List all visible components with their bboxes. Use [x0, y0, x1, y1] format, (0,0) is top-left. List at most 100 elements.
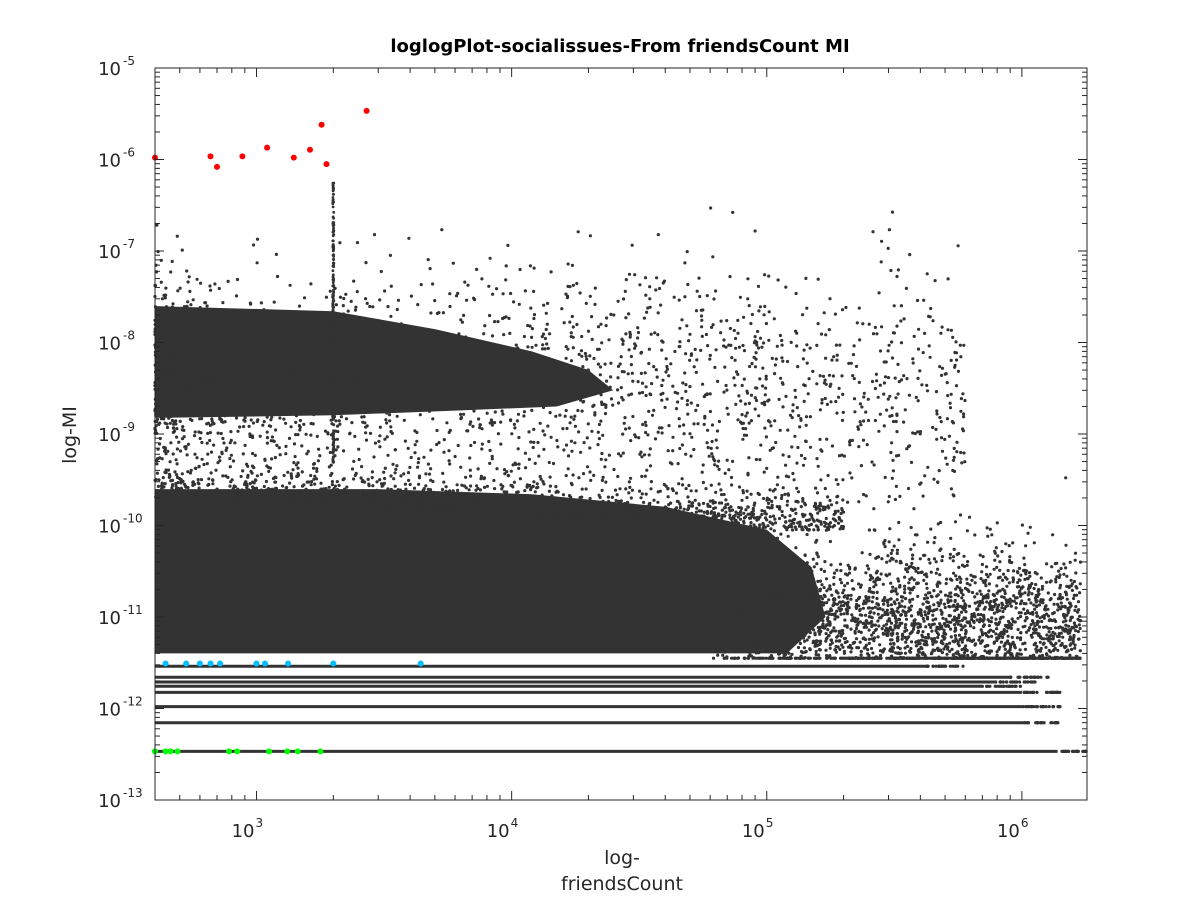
data-point	[593, 302, 597, 306]
data-point	[441, 311, 445, 315]
data-point	[482, 332, 486, 336]
data-point	[419, 283, 423, 287]
data-point	[805, 638, 809, 642]
data-point	[978, 553, 982, 557]
data-point	[779, 376, 783, 380]
data-point	[839, 612, 843, 616]
data-point	[749, 620, 753, 624]
data-point	[719, 331, 723, 335]
data-point	[870, 633, 874, 637]
data-point	[175, 435, 179, 439]
data-point	[196, 334, 200, 339]
data-point	[779, 532, 783, 536]
data-point	[1008, 626, 1012, 630]
data-point	[847, 361, 851, 365]
data-point	[536, 440, 540, 445]
data-point	[163, 371, 167, 375]
data-point	[570, 263, 575, 267]
data-point	[179, 335, 183, 339]
data-point	[849, 650, 853, 654]
data-point	[711, 255, 715, 259]
data-point	[337, 336, 341, 340]
data-point	[452, 360, 456, 364]
data-point	[961, 392, 965, 396]
data-point	[511, 300, 516, 304]
data-point	[715, 446, 719, 450]
data-point	[447, 334, 452, 338]
data-point	[384, 359, 388, 363]
data-point	[858, 420, 862, 424]
data-point	[226, 357, 231, 362]
data-point	[844, 607, 848, 612]
data-point	[427, 409, 432, 413]
data-point	[986, 534, 990, 538]
data-point	[344, 417, 349, 421]
data-point	[346, 380, 350, 384]
data-point	[358, 334, 362, 338]
data-point	[814, 652, 818, 657]
data-point	[977, 638, 981, 642]
data-point	[754, 398, 759, 403]
data-point	[693, 347, 697, 351]
data-point	[968, 583, 972, 587]
data-point	[753, 229, 757, 233]
data-point	[1073, 646, 1077, 650]
data-point	[272, 380, 276, 384]
data-point	[189, 385, 193, 389]
data-point	[719, 319, 723, 323]
data-point	[386, 364, 390, 369]
data-point	[300, 385, 304, 389]
data-point	[163, 381, 167, 385]
data-point	[230, 317, 234, 321]
data-point	[703, 393, 708, 397]
data-point	[1072, 633, 1076, 638]
data-point	[871, 332, 876, 336]
data-point	[1066, 648, 1070, 652]
data-point	[205, 353, 209, 357]
data-point	[840, 453, 844, 457]
data-point	[472, 440, 477, 445]
data-point	[879, 260, 883, 264]
data-point	[249, 398, 253, 402]
data-point	[397, 354, 401, 358]
data-point	[722, 338, 726, 342]
data-point	[943, 593, 948, 597]
data-point	[1033, 607, 1037, 611]
data-point	[496, 432, 500, 436]
data-point	[168, 380, 172, 384]
data-point	[817, 629, 821, 634]
data-point	[987, 649, 991, 653]
data-point	[581, 365, 585, 369]
data-point	[571, 346, 575, 350]
data-point	[570, 314, 574, 319]
data-point	[779, 496, 784, 500]
data-point	[696, 403, 700, 407]
data-point	[426, 462, 430, 466]
data-point	[398, 405, 403, 409]
data-point	[892, 304, 896, 308]
data-point	[959, 397, 964, 401]
data-point	[383, 345, 387, 349]
data-point	[905, 563, 909, 567]
data-point	[881, 632, 886, 636]
data-point	[717, 626, 721, 630]
data-point	[856, 425, 860, 429]
data-point	[1064, 593, 1069, 597]
data-point	[931, 613, 935, 617]
data-point	[922, 619, 926, 623]
data-point	[247, 424, 251, 428]
data-point	[222, 400, 227, 404]
data-point	[220, 419, 224, 424]
data-point	[527, 392, 531, 396]
data-point	[167, 416, 171, 420]
data-point	[1068, 631, 1072, 635]
data-point	[180, 354, 184, 358]
data-point	[701, 382, 705, 386]
data-point	[459, 412, 463, 416]
data-point	[1068, 560, 1072, 564]
data-point	[249, 337, 253, 341]
data-point	[885, 408, 889, 412]
data-point	[169, 441, 173, 445]
data-point	[354, 305, 358, 309]
data-point	[1064, 543, 1068, 547]
